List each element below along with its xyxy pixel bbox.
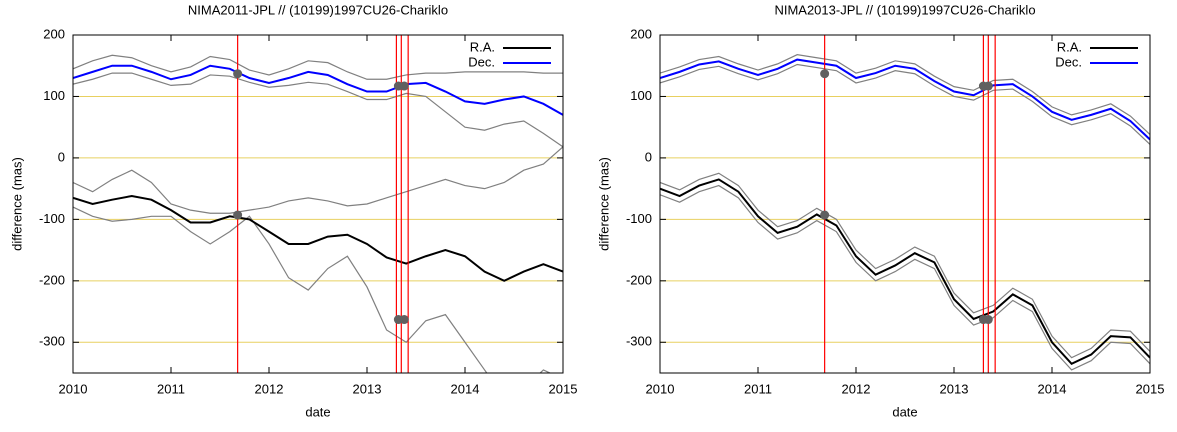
y-tick-label: 200 [43,26,65,41]
uncertainty-line [660,63,1150,145]
plot-area [73,35,563,373]
uncertainty-line [660,54,1150,135]
x-tick-label: 2011 [744,381,772,396]
y-tick-label: 100 [43,88,65,103]
observation-point [983,315,993,325]
legend-label: Dec. [1055,54,1082,69]
y-tick-label: -100 [626,211,652,226]
uncertainty-line [660,172,1150,359]
x-tick-label: 2015 [1136,381,1165,396]
chart-title: NIMA2013-JPL // (10199)1997CU26-Chariklo [774,2,1035,17]
y-tick-label: -300 [626,334,652,349]
x-tick-label: 2014 [451,381,480,396]
series-line [73,194,563,282]
y-tick-label: 100 [630,88,652,103]
y-axis-label: difference (mas) [596,157,611,251]
series-line [660,58,1150,141]
observation-point [233,69,243,79]
uncertainty-line [73,72,563,148]
x-tick-label: 2012 [255,381,284,396]
x-tick-label: 2011 [157,381,185,396]
panel: NIMA2013-JPL // (10199)1997CU26-Chariklo… [596,2,1164,419]
x-tick-label: 2015 [549,381,578,396]
legend-label: R.A. [470,39,495,54]
y-tick-label: -200 [626,272,652,287]
x-tick-label: 2013 [940,381,969,396]
plot-area [660,35,1150,373]
uncertainty-line [73,54,563,80]
y-tick-label: -200 [39,272,65,287]
y-tick-label: -300 [39,334,65,349]
y-tick-label: 0 [645,149,652,164]
legend-label: Dec. [468,54,495,69]
observation-point [399,81,409,91]
y-tick-label: 200 [630,26,652,41]
x-tick-label: 2010 [59,381,88,396]
uncertainty-line [73,146,563,214]
plot-frame [72,34,564,374]
plot-frame [659,34,1151,374]
x-axis-label: date [305,404,330,419]
observation-point [983,81,993,91]
observation-point [820,210,830,220]
uncertainty-line [660,184,1150,371]
x-tick-label: 2010 [646,381,675,396]
panel: NIMA2011-JPL // (10199)1997CU26-Chariklo… [9,2,577,419]
x-tick-label: 2014 [1038,381,1067,396]
y-tick-label: 0 [58,149,65,164]
chart-title: NIMA2011-JPL // (10199)1997CU26-Chariklo [188,2,448,17]
y-tick-label: -100 [39,211,65,226]
y-axis-label: difference (mas) [9,157,24,251]
x-tick-label: 2013 [353,381,382,396]
x-axis-label: date [892,404,917,419]
legend-label: R.A. [1057,39,1082,54]
observation-point [233,210,243,220]
uncertainty-line [73,206,552,373]
series-line [660,178,1150,365]
observation-point [820,69,830,79]
observation-point [399,315,409,325]
series-line [73,64,563,116]
x-tick-label: 2012 [842,381,871,396]
